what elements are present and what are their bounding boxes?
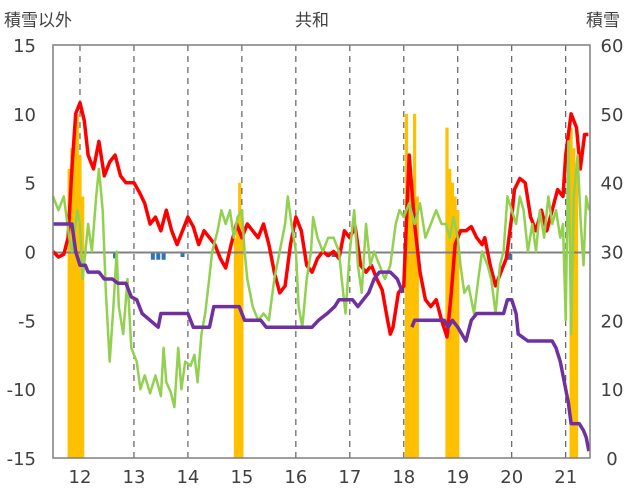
series-purple-line-1 (410, 297, 591, 452)
snow-bar-15 (445, 127, 449, 458)
y-tick-left--5: -5 (18, 311, 36, 332)
snow-bar-19 (456, 210, 460, 458)
snow-bar-21 (572, 148, 576, 458)
series-green-line-0 (51, 140, 591, 409)
left-axis-label: 積雪以外 (4, 11, 72, 31)
snow-bar-12 (410, 182, 414, 458)
y-tick-left-15: 15 (13, 36, 36, 57)
ticks: 12 13 14 15 16 17 18 19 20 21 -15 -10 -5 0 5 10 15 0 10 20 3… (7, 36, 624, 488)
snow-bar-4 (78, 155, 82, 458)
right-axis-label: 積雪 (586, 11, 620, 31)
blue-bar-3 (161, 251, 166, 260)
series-purple-line-0 (53, 222, 405, 329)
y-tick-right-40: 40 (601, 174, 624, 195)
snow-bar-0 (67, 168, 71, 458)
x-tick-18: 18 (392, 467, 415, 488)
snow-bar-9 (240, 210, 244, 458)
y-tick-left-10: 10 (13, 105, 36, 126)
snow-bar-6 (233, 237, 238, 458)
y-tick-right-30: 30 (601, 243, 624, 264)
blue-bar-7 (507, 251, 512, 260)
x-tick-20: 20 (500, 467, 523, 488)
x-tick-15: 15 (230, 467, 253, 488)
snow-bar-13 (412, 113, 417, 458)
y-tick-left--15: -15 (7, 449, 36, 470)
snow-bar-10 (404, 113, 409, 458)
blue-bar-4 (180, 251, 185, 258)
snow-bar-3 (75, 113, 79, 458)
snow-bar-7 (235, 217, 240, 458)
x-tick-16: 16 (284, 467, 307, 488)
y-tick-right-10: 10 (601, 380, 624, 401)
snow-bar-14 (415, 196, 419, 458)
snow-bar-22 (574, 168, 579, 458)
y-tick-left-0: 0 (25, 243, 36, 264)
x-tick-13: 13 (123, 467, 146, 488)
y-tick-right-60: 60 (601, 36, 624, 57)
snow-bar-1 (70, 148, 74, 458)
y-tick-left-5: 5 (25, 174, 36, 195)
blue-bar-2 (156, 251, 161, 260)
y-tick-right-50: 50 (601, 105, 624, 126)
blue-bar-1 (150, 251, 155, 260)
plot-area-border (52, 44, 591, 459)
chart-title: 共和 (295, 11, 329, 31)
x-tick-14: 14 (176, 467, 199, 488)
snow-bar-11 (407, 155, 411, 458)
x-tick-12: 12 (69, 467, 92, 488)
y-tick-right-0: 0 (606, 449, 617, 470)
x-tick-17: 17 (338, 467, 361, 488)
snow-bar-2 (72, 127, 77, 458)
x-tick-19: 19 (446, 467, 469, 488)
snow-bar-5 (81, 196, 85, 458)
snow-bar-18 (453, 196, 457, 458)
x-tick-21: 21 (554, 467, 577, 488)
snow-bar-8 (238, 182, 242, 458)
y-tick-right-20: 20 (601, 311, 624, 332)
lines (51, 101, 591, 452)
bars (67, 113, 579, 458)
y-tick-left--10: -10 (7, 380, 36, 401)
blue-bar-0 (113, 251, 118, 259)
series-red-line-0 (51, 101, 589, 339)
